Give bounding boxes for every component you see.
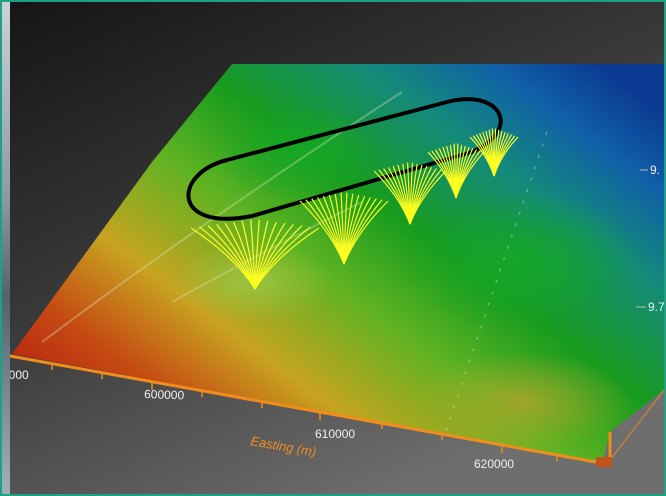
easting-tick-1: 600000: [144, 387, 185, 402]
corner-handle-icon[interactable]: [596, 457, 612, 467]
left-panel-edge: [2, 2, 10, 494]
well-path: [254, 227, 320, 290]
well-path: [409, 170, 447, 225]
pad-outline: [186, 97, 503, 221]
northing-tick-0: 9.: [650, 163, 660, 177]
well-path: [343, 200, 389, 265]
easting-tick-3: 620000: [474, 457, 514, 471]
northing-axis: 9. 9.70: [636, 163, 664, 314]
northing-tick-1: 9.70: [648, 300, 664, 314]
well-paths: [190, 128, 519, 290]
well-path: [493, 136, 519, 177]
well-path: [455, 151, 485, 199]
easting-tick-2: 610000: [315, 427, 355, 441]
